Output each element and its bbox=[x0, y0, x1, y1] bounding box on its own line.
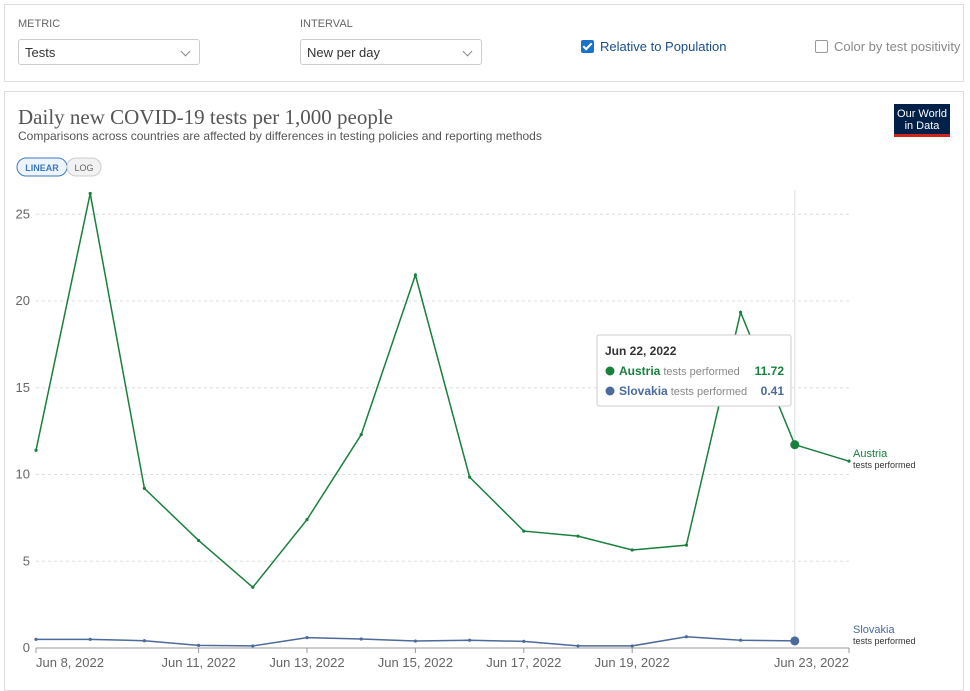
checkbox[interactable] bbox=[815, 40, 828, 53]
positivity-checkbox[interactable]: Color by test positivity bbox=[815, 39, 960, 54]
relative-label: Relative to Population bbox=[600, 39, 727, 54]
tooltip-swatch bbox=[605, 366, 615, 376]
metric-select[interactable]: Tests bbox=[18, 39, 200, 65]
log-label: LOG bbox=[74, 163, 93, 173]
point bbox=[305, 635, 309, 640]
interval-select[interactable]: New per day bbox=[300, 39, 482, 65]
log-button[interactable] bbox=[66, 157, 102, 177]
point bbox=[739, 638, 743, 642]
x-tick-label: Jun 11, 2022 bbox=[161, 655, 235, 670]
chart-title: Daily new COVID-19 tests per 1,000 peopl… bbox=[18, 105, 393, 129]
point bbox=[790, 636, 800, 646]
point bbox=[34, 448, 38, 452]
point bbox=[359, 433, 363, 437]
point bbox=[359, 637, 363, 641]
point bbox=[847, 459, 851, 463]
logo[interactable] bbox=[894, 104, 950, 137]
point bbox=[197, 538, 201, 543]
tooltip-box bbox=[596, 334, 792, 407]
point bbox=[630, 548, 634, 552]
y-tick-label: 20 bbox=[16, 293, 30, 308]
point bbox=[576, 644, 580, 648]
tooltip-metric: tests performed bbox=[663, 366, 739, 378]
linear-label: LINEAR bbox=[25, 163, 59, 173]
tooltip-name: Slovakia bbox=[619, 384, 668, 398]
point bbox=[630, 644, 634, 648]
metric-label: METRIC bbox=[18, 18, 61, 30]
x-tick-label: Jun 8, 2022 bbox=[36, 655, 104, 670]
point bbox=[413, 273, 417, 277]
point bbox=[522, 639, 526, 644]
y-tick-label: 10 bbox=[16, 467, 30, 482]
logo-text: Our World bbox=[897, 108, 947, 120]
logo-bar bbox=[894, 134, 950, 137]
series-end-label: Austria bbox=[853, 448, 888, 460]
point bbox=[684, 635, 689, 639]
point bbox=[251, 644, 255, 648]
y-tick-label: 25 bbox=[16, 206, 30, 221]
tooltip-value: 11.72 bbox=[755, 364, 785, 378]
point bbox=[251, 585, 255, 589]
tooltip-value: 0.41 bbox=[761, 384, 785, 398]
checkbox[interactable] bbox=[581, 40, 594, 53]
tooltip-date: Jun 22, 2022 bbox=[605, 344, 677, 358]
y-tick-label: 15 bbox=[16, 380, 30, 395]
x-tick-label: Jun 17, 2022 bbox=[486, 655, 561, 670]
interval-label: INTERVAL bbox=[300, 18, 353, 30]
point bbox=[790, 440, 800, 450]
series-end-sublabel: tests performed bbox=[853, 460, 916, 470]
x-tick-label: Jun 13, 2022 bbox=[269, 655, 344, 670]
point bbox=[88, 637, 92, 641]
tooltip-row: Austria tests performed bbox=[619, 364, 740, 378]
point bbox=[305, 518, 309, 522]
controls-panel: METRIC Tests INTERVAL New per day Relati… bbox=[4, 4, 964, 82]
relative-checkbox[interactable]: Relative to Population bbox=[581, 39, 726, 54]
y-tick-label: 0 bbox=[23, 640, 30, 655]
point bbox=[739, 310, 743, 314]
chart-panel bbox=[4, 91, 964, 691]
tooltip-metric: tests performed bbox=[671, 386, 747, 398]
series-end-sublabel: tests performed bbox=[853, 636, 916, 646]
point bbox=[142, 486, 146, 490]
logo-text: in Data bbox=[905, 120, 941, 132]
point bbox=[576, 534, 580, 538]
tooltip-name: Austria bbox=[619, 364, 661, 378]
point bbox=[142, 639, 146, 643]
tooltip-row: Slovakia tests performed bbox=[619, 384, 747, 398]
series-line bbox=[35, 193, 850, 589]
point bbox=[197, 643, 201, 647]
point bbox=[522, 529, 526, 533]
point bbox=[468, 638, 472, 642]
point bbox=[413, 639, 417, 643]
point bbox=[88, 191, 92, 196]
point bbox=[34, 637, 38, 641]
point bbox=[684, 543, 689, 547]
x-tick-label: Jun 15, 2022 bbox=[378, 655, 453, 670]
x-tick-label: Jun 23, 2022 bbox=[774, 655, 849, 670]
point bbox=[468, 475, 472, 479]
tooltip-swatch bbox=[605, 386, 615, 396]
x-tick-label: Jun 19, 2022 bbox=[595, 655, 670, 670]
chart-subtitle: Comparisons across countries are affecte… bbox=[18, 129, 542, 143]
y-tick-label: 5 bbox=[23, 553, 30, 568]
series-end-label: Slovakia bbox=[853, 624, 895, 636]
positivity-label: Color by test positivity bbox=[834, 39, 961, 54]
